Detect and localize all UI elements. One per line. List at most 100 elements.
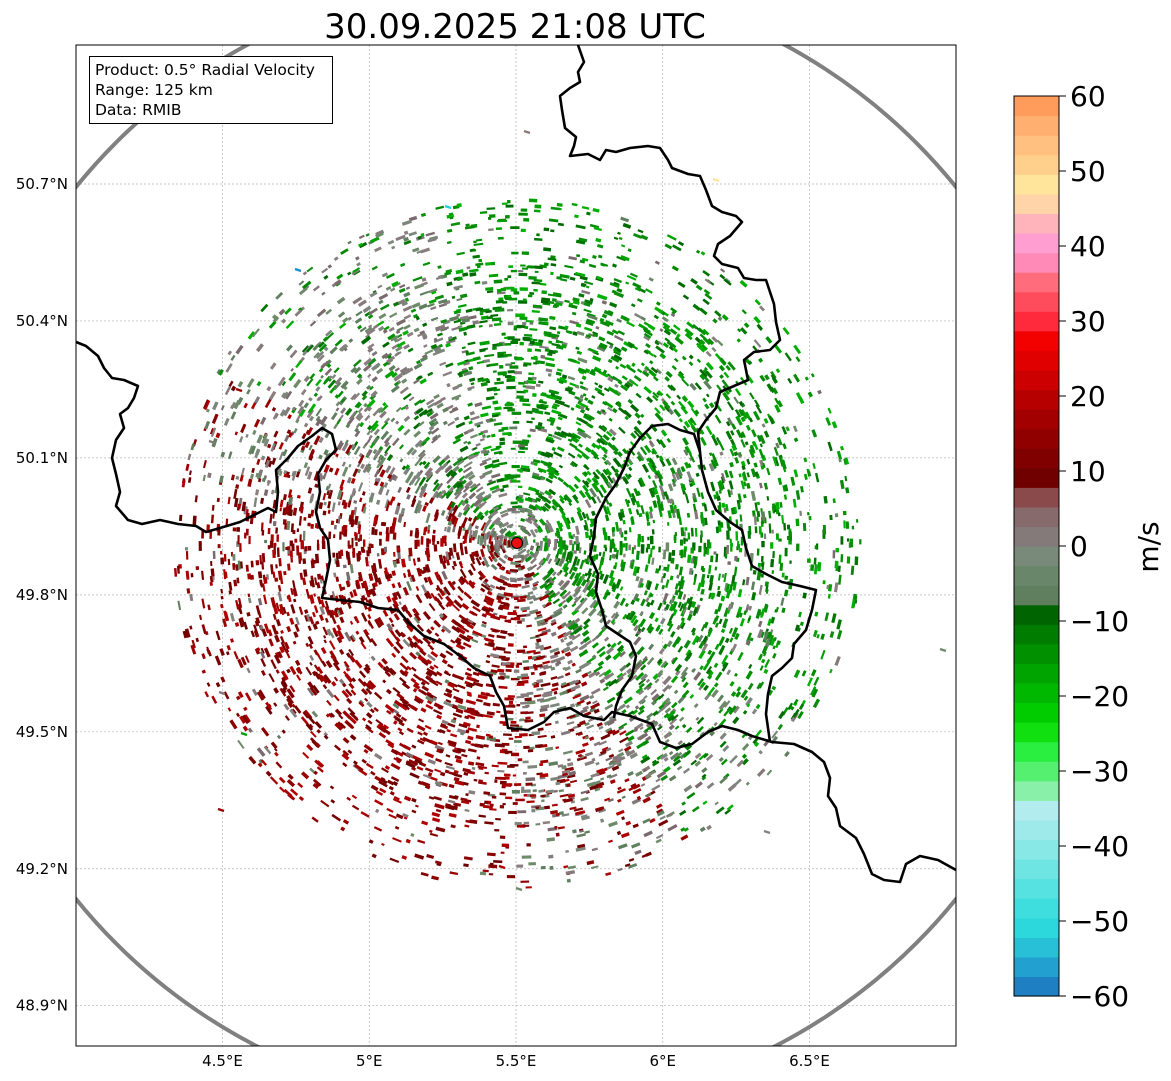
echo-gate [655, 454, 660, 459]
echo-gate [468, 635, 474, 640]
echo-gate [553, 650, 561, 656]
echo-gate [726, 401, 735, 411]
echo-gate [676, 333, 681, 338]
echo-gate [449, 216, 454, 220]
echo-gate [558, 789, 565, 793]
echo-gate [438, 298, 448, 305]
echo-gate [417, 235, 422, 240]
echo-gate [583, 558, 588, 563]
echo-gate [443, 454, 451, 462]
echo-gate [471, 551, 476, 557]
echo-gate [622, 477, 630, 485]
echo-gate [496, 634, 506, 639]
echo-gate [668, 552, 672, 562]
echo-gate [532, 393, 537, 398]
echo-gate [429, 679, 439, 687]
echo-gate [445, 342, 451, 348]
echo-gate [562, 341, 568, 346]
echo-gate [298, 606, 304, 615]
echo-gate [490, 314, 499, 317]
echo-gate [356, 378, 363, 385]
echo-gate [478, 814, 486, 818]
echo-gate [467, 402, 473, 407]
echo-gate [408, 547, 413, 557]
echo-gate [500, 655, 506, 660]
echo-gate [445, 595, 455, 606]
echo-gate [601, 313, 608, 319]
echo-gate [346, 476, 352, 484]
echo-gate [551, 803, 558, 807]
echo-gate [642, 655, 648, 662]
echo-gate [789, 705, 795, 711]
echo-gate [499, 437, 505, 442]
echo-gate [662, 701, 667, 707]
echo-gate [689, 382, 697, 391]
echo-gate [590, 450, 599, 459]
echo-gate [649, 593, 654, 598]
echo-gate [727, 489, 732, 498]
echo-gate [314, 553, 320, 564]
echo-gate [345, 580, 351, 588]
echo-gate [619, 545, 624, 556]
echo-gate [585, 285, 590, 289]
echo-gate [481, 434, 486, 439]
echo-gate [548, 218, 559, 223]
echo-gate [670, 630, 676, 638]
echo-gate [648, 277, 654, 282]
echo-gate [699, 307, 708, 316]
echo-gate [689, 693, 695, 699]
echo-gate [391, 437, 400, 447]
echo-gate [544, 411, 551, 416]
echo-gate [367, 621, 372, 626]
echo-gate [292, 507, 298, 516]
echo-gate [479, 587, 486, 593]
echo-gate [575, 421, 582, 426]
echo-gate [682, 437, 690, 446]
echo-gate [463, 708, 474, 715]
echo-gate [546, 418, 555, 423]
echo-gate [552, 607, 563, 615]
echo-gate [430, 592, 437, 602]
echo-gate [656, 494, 661, 500]
echo-gate [296, 674, 302, 681]
echo-gate [343, 501, 348, 510]
echo-gate [442, 555, 447, 564]
echo-gate [365, 334, 370, 339]
echo-gate [759, 459, 765, 467]
echo-gate [236, 577, 240, 584]
echo-gate [690, 557, 694, 564]
echo-gate [388, 364, 396, 372]
echo-gate [814, 611, 819, 617]
echo-gate [583, 308, 592, 313]
echo-gate [461, 479, 467, 485]
echo-gate [238, 617, 245, 628]
echo-gate [547, 433, 553, 437]
echo-gate [477, 377, 484, 381]
echo-gate [764, 374, 770, 381]
echo-gate [586, 422, 593, 429]
echo-gate [462, 506, 471, 516]
echo-gate [341, 689, 350, 699]
echo-gate [497, 534, 502, 540]
echo-gate [379, 787, 387, 794]
echo-gate [535, 642, 540, 647]
echo-gate [490, 563, 498, 571]
echo-gate [289, 349, 298, 359]
echo-gate [543, 645, 552, 651]
echo-gate [426, 628, 433, 635]
echo-gate [271, 489, 275, 495]
echo-gate [628, 610, 636, 620]
echo-gate [574, 360, 581, 365]
echo-gate [506, 523, 514, 529]
echo-gate [361, 758, 367, 764]
echo-gate [533, 683, 540, 688]
echo-gate [309, 495, 315, 502]
echo-gate [488, 479, 493, 484]
echo-gate [657, 723, 662, 728]
echo-gate [673, 357, 679, 363]
echo-gate [694, 382, 702, 391]
echo-gate [430, 626, 435, 631]
echo-gate [484, 509, 490, 516]
echo-gate [283, 641, 290, 650]
echo-gate [581, 607, 589, 615]
